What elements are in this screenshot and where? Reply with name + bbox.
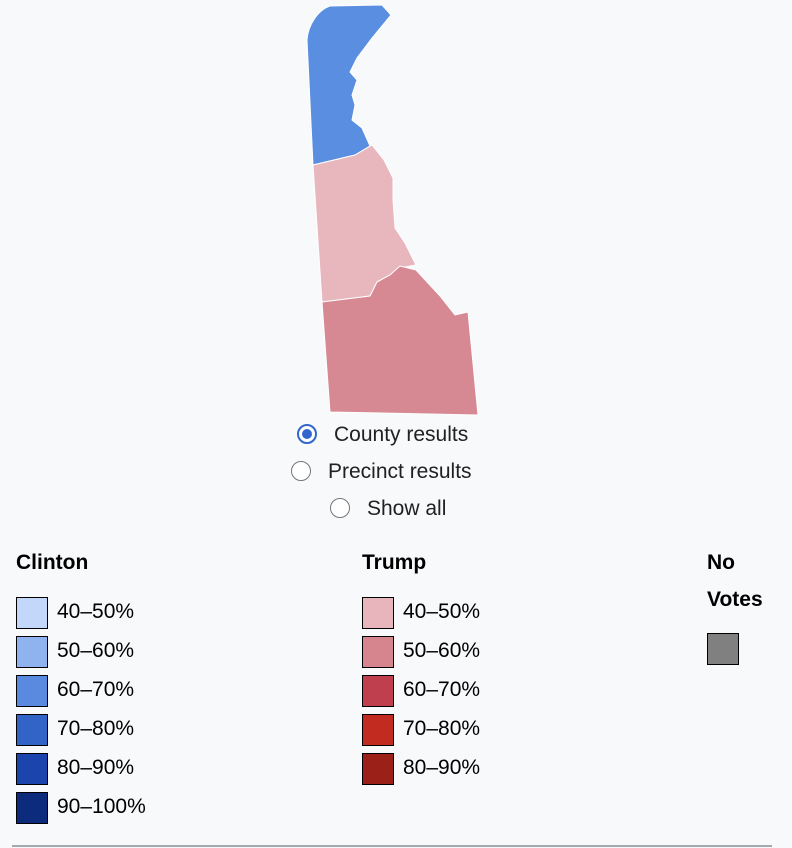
radio-button[interactable] (330, 498, 350, 518)
legend-swatch (16, 753, 48, 785)
legend-label: 60–70% (403, 678, 481, 701)
legend-swatch (362, 636, 394, 668)
legend-swatch (362, 675, 394, 707)
radio-button[interactable] (297, 424, 317, 444)
radio-button[interactable] (291, 461, 311, 481)
legend-swatch (16, 714, 48, 746)
legend-label: 40–50% (403, 600, 481, 623)
legend-label: 50–60% (57, 639, 135, 662)
sussex-county (321, 265, 479, 416)
legend-swatch (362, 714, 394, 746)
radio-label[interactable]: Show all (367, 497, 447, 520)
legend-swatch (16, 597, 48, 629)
legend-swatch (362, 753, 394, 785)
legend-swatch (362, 597, 394, 629)
legend-swatch (16, 675, 48, 707)
legend-swatch (16, 636, 48, 668)
legend-label: 70–80% (403, 717, 481, 740)
delaware-map (306, 4, 479, 416)
legend-swatch (16, 792, 48, 824)
legend-swatch (707, 633, 739, 665)
legend-label: 80–90% (57, 756, 135, 779)
legend-label: 90–100% (57, 795, 146, 818)
legend-label: 70–80% (57, 717, 135, 740)
legend-title: Clinton (16, 551, 89, 574)
legend-label: 80–90% (403, 756, 481, 779)
radio-label[interactable]: County results (334, 423, 469, 446)
radio-label[interactable]: Precinct results (328, 460, 472, 483)
divider (12, 845, 772, 847)
legend-label: 40–50% (57, 600, 135, 623)
legend-label: 50–60% (403, 639, 481, 662)
legend-title: No Votes (707, 551, 763, 611)
new-castle-county (306, 4, 392, 166)
legend-title: Trump (362, 551, 427, 574)
legend-label: 60–70% (57, 678, 135, 701)
